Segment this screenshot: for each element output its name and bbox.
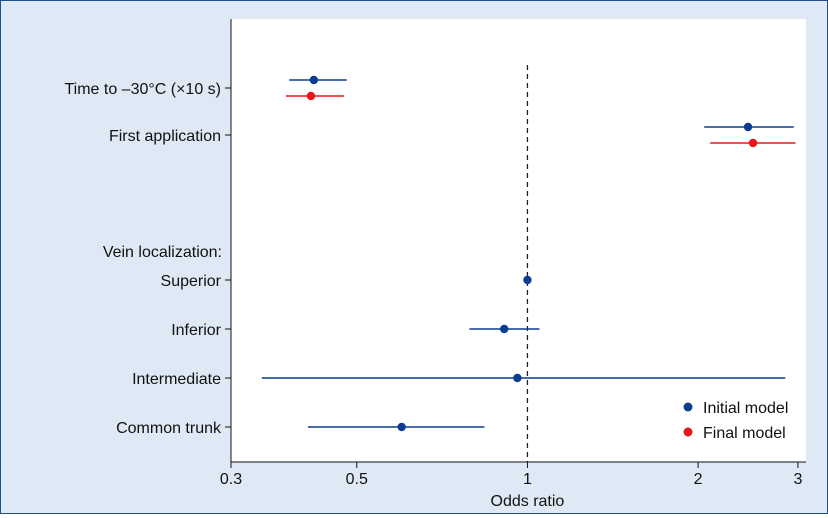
- y-tick-label: Inferior: [171, 322, 221, 339]
- x-axis-label: Odds ratio: [491, 493, 565, 510]
- point-estimate: [309, 75, 319, 85]
- x-tick-label: 2: [694, 471, 703, 488]
- point-estimate: [743, 122, 753, 132]
- point-estimate: [397, 422, 406, 432]
- plot-area: [231, 19, 806, 462]
- x-tick-label: 3: [793, 471, 802, 488]
- legend-marker: [683, 427, 693, 437]
- y-tick-label: Time to –30°C (×10 s): [64, 81, 221, 98]
- y-tick-label: Vein localization:: [103, 244, 222, 261]
- legend-label: Final model: [703, 425, 786, 442]
- legend-label: Initial model: [703, 400, 788, 417]
- legend-marker: [683, 402, 693, 412]
- point-estimate: [523, 275, 532, 285]
- point-estimate: [306, 91, 316, 101]
- point-estimate: [748, 138, 758, 148]
- point-estimate: [513, 373, 522, 383]
- y-tick-label: Intermediate: [132, 371, 221, 388]
- y-tick-label: Common trunk: [116, 420, 222, 437]
- y-tick-label: Superior: [161, 273, 222, 290]
- x-tick-label: 0.5: [346, 471, 368, 488]
- x-tick-label: 1: [523, 471, 532, 488]
- x-tick-label: 0.3: [220, 471, 242, 488]
- y-tick-label: First application: [109, 128, 221, 145]
- point-estimate: [500, 324, 509, 334]
